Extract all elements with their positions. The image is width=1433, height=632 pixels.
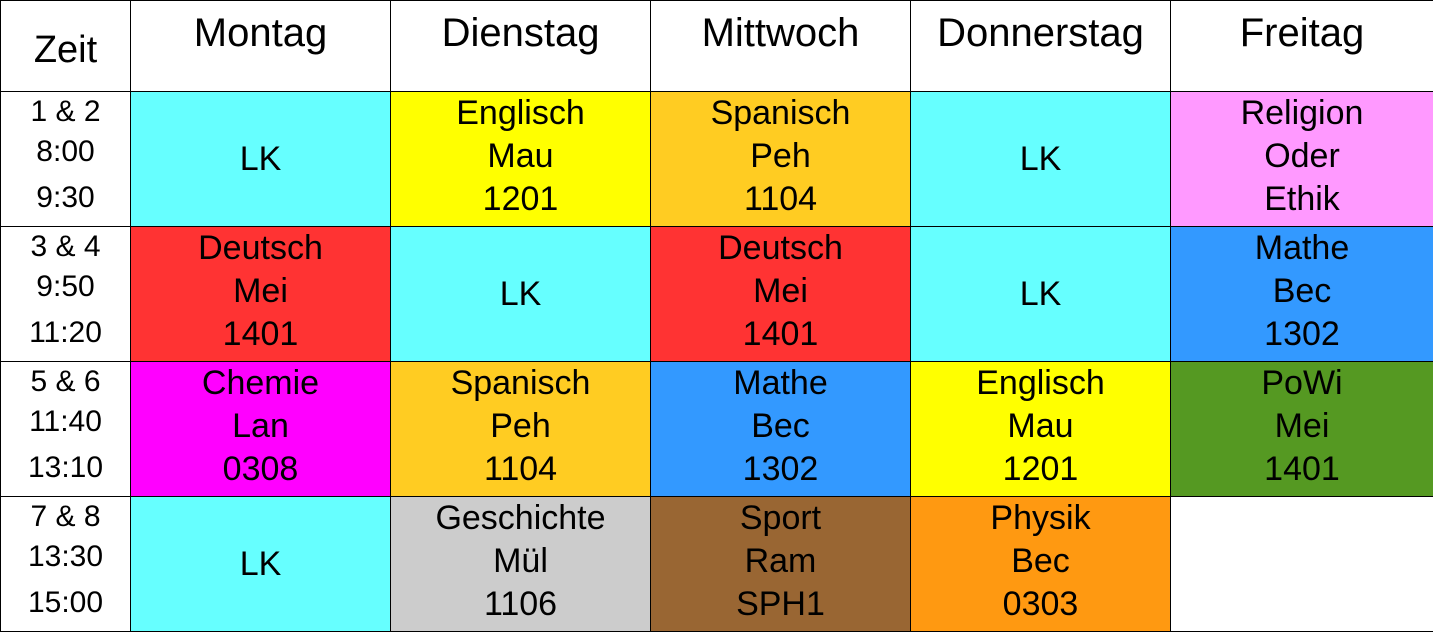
room-label: 1401: [131, 313, 390, 356]
start-time: 8:00: [1, 132, 130, 172]
subject-label: PoWi: [1171, 362, 1433, 405]
subject-label: LK: [911, 273, 1170, 316]
period-label: 7 & 8: [1, 497, 130, 537]
lesson-cell-thursday: LK: [911, 92, 1171, 227]
room-label: 1302: [651, 448, 910, 491]
start-time: 9:50: [1, 267, 130, 307]
end-time: 13:10: [1, 442, 130, 490]
subject-label: Sport: [651, 497, 910, 540]
subject-label: Spanisch: [391, 362, 650, 405]
subject-label: Mathe: [1171, 227, 1433, 270]
subject-label: LK: [911, 138, 1170, 181]
teacher-label: Bec: [1171, 270, 1433, 313]
subject-label: LK: [131, 543, 390, 586]
subject-label: LK: [131, 138, 390, 181]
subject-label: Physik: [911, 497, 1170, 540]
subject-label: Deutsch: [651, 227, 910, 270]
teacher-label: Bec: [651, 405, 910, 448]
start-time: 13:30: [1, 537, 130, 577]
teacher-label: Mei: [1171, 405, 1433, 448]
teacher-label: Peh: [651, 135, 910, 178]
teacher-label: Mau: [911, 405, 1170, 448]
subject-label: Religion: [1171, 92, 1433, 135]
lesson-cell-monday: LK: [131, 497, 391, 632]
subject-label: Englisch: [911, 362, 1170, 405]
period-label: 1 & 2: [1, 92, 130, 132]
room-label: 1104: [391, 448, 650, 491]
subject-label: Geschichte: [391, 497, 650, 540]
room-label: 0303: [911, 583, 1170, 626]
end-time: 11:20: [1, 307, 130, 355]
subject-label: Chemie: [131, 362, 390, 405]
start-time: 11:40: [1, 402, 130, 442]
room-label: 1201: [911, 448, 1170, 491]
teacher-label: Mei: [651, 270, 910, 313]
room-label: 1401: [1171, 448, 1433, 491]
teacher-label: Ram: [651, 540, 910, 583]
room-label: Ethik: [1171, 178, 1433, 221]
period-label: 3 & 4: [1, 227, 130, 267]
room-label: 1302: [1171, 313, 1433, 356]
end-time: 9:30: [1, 172, 130, 220]
teacher-label: Mau: [391, 135, 650, 178]
day-header-thursday: Donnerstag: [911, 1, 1171, 92]
teacher-label: Mei: [131, 270, 390, 313]
room-label: 1104: [651, 178, 910, 221]
room-label: 1106: [391, 583, 650, 626]
subject-label: Mathe: [651, 362, 910, 405]
day-header-tuesday: Dienstag: [391, 1, 651, 92]
end-time: 15:00: [1, 577, 130, 625]
teacher-label: Lan: [131, 405, 390, 448]
subject-label: Deutsch: [131, 227, 390, 270]
teacher-label: Mül: [391, 540, 650, 583]
lesson-cell-friday: [1171, 497, 1433, 632]
room-label: 1401: [651, 313, 910, 356]
time-column-header: Zeit: [1, 1, 131, 92]
subject-label: Spanisch: [651, 92, 910, 135]
header-row: Zeit Montag Dienstag Mittwoch Donnerstag…: [1, 1, 1433, 92]
teacher-label: Peh: [391, 405, 650, 448]
lesson-cell-tuesday: LK: [391, 227, 651, 362]
teacher-label: Bec: [911, 540, 1170, 583]
day-header-friday: Freitag: [1171, 1, 1433, 92]
subject-label: Englisch: [391, 92, 650, 135]
day-header-wednesday: Mittwoch: [651, 1, 911, 92]
lesson-cell-monday: LK: [131, 92, 391, 227]
day-header-monday: Montag: [131, 1, 391, 92]
subject-label: LK: [391, 273, 650, 316]
room-label: 0308: [131, 448, 390, 491]
period-label: 5 & 6: [1, 362, 130, 402]
room-label: 1201: [391, 178, 650, 221]
lesson-cell-thursday: LK: [911, 227, 1171, 362]
teacher-label: Oder: [1171, 135, 1433, 178]
room-label: SPH1: [651, 583, 910, 626]
